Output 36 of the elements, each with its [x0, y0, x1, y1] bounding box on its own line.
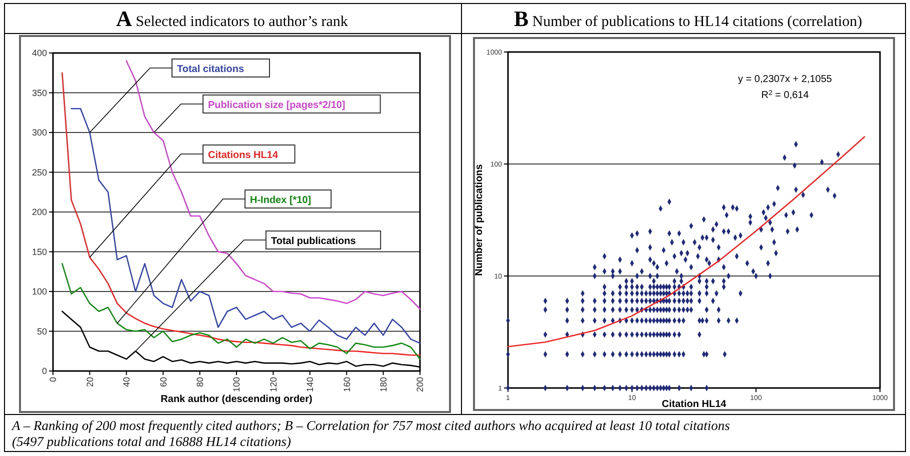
y-tick-label: 50 [36, 326, 47, 336]
y-tick-label: 400 [32, 48, 47, 58]
x-tick-label: 140 [305, 377, 316, 392]
y-axis-title: Number of publications [474, 164, 485, 276]
x-tick-label: 80 [194, 377, 205, 388]
y-tick-label: 250 [32, 167, 47, 178]
line-series [62, 263, 421, 360]
text: Citations HL14 [208, 150, 278, 161]
y-tick-label: 150 [32, 246, 47, 257]
x-tick-label: 180 [378, 377, 388, 392]
x-tick-label: 160 [342, 377, 352, 392]
x-tick-label: 20 [84, 377, 95, 388]
y-tick-label: 0 [42, 366, 47, 376]
x-tick-label: 200 [415, 377, 426, 392]
text: A – Ranking of 200 most frequently cited authors; B – Correlation for 757 most cited authors who acquired at least 10 total citations (5497 publications total and 16888 HL14 citations) [11, 418, 730, 449]
line-series [62, 72, 421, 356]
x-tick-label: 60 [158, 377, 168, 388]
y-tick-label: 350 [32, 88, 47, 98]
chart-title: B Number of publications to HL14 citations (correlation) [514, 6, 862, 31]
text: Total citations [177, 64, 244, 75]
x-axis-title: Rank author (descending order) [160, 394, 312, 405]
text: Total publications [271, 236, 356, 247]
x-axis-title: Citation HL14 [662, 399, 727, 410]
text: Publication size [pages*2/10] [208, 100, 346, 111]
annotation: R$^{2}$ = 0,614 [761, 90, 810, 101]
x-tick-label: 40 [122, 377, 132, 388]
chart-title: A Selected indicators to author’s rank [116, 6, 348, 31]
y-tick-label: 300 [32, 128, 47, 138]
text: H-Index [*10] [250, 195, 312, 206]
x-tick-label: 100 [232, 377, 242, 392]
y-tick-label: 200 [32, 207, 47, 218]
annotation: y = 0,2307x + 2,1055 [738, 74, 832, 85]
y-tick-label: 100 [32, 286, 47, 297]
line-series [126, 60, 421, 310]
x-tick-label: 120 [268, 377, 278, 392]
x-tick-label: 0 [48, 377, 58, 382]
